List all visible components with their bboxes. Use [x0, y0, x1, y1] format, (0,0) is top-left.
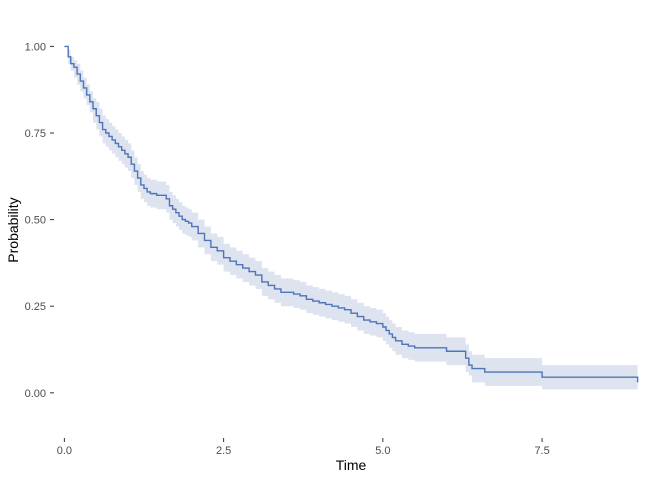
x-tick-label: 2.5 [216, 445, 231, 457]
y-tick-label: 0.00 [25, 388, 46, 400]
y-tick-label: 0.75 [25, 128, 46, 140]
x-tick-label: 5.0 [375, 445, 390, 457]
confidence-band [64, 46, 638, 393]
y-tick-label: 1.00 [25, 41, 46, 53]
x-tick-label: 7.5 [534, 445, 549, 457]
x-axis: 0.0 2.5 5.0 7.5 [57, 438, 550, 457]
x-tick-label: 0.0 [57, 445, 72, 457]
plot-panel [64, 45, 639, 393]
y-tick-label: 0.50 [25, 215, 46, 227]
x-axis-title: Time [336, 457, 367, 473]
y-tick-label: 0.25 [25, 301, 46, 313]
y-axis: 0.00 0.25 0.50 0.75 1.00 [25, 41, 54, 400]
survival-curve-line [64, 45, 639, 383]
y-axis-title: Probability [5, 197, 21, 262]
